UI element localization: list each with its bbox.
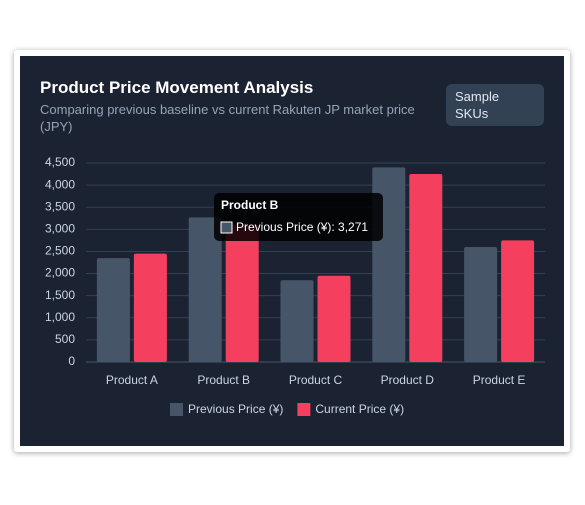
y-tick-label: 3,500 <box>45 199 75 213</box>
tooltip-box <box>214 193 383 241</box>
chart-title: Product Price Movement Analysis <box>40 78 314 97</box>
bar <box>280 280 314 362</box>
tooltip-text: Previous Price (¥): 3,271 <box>236 220 368 234</box>
y-tick-label: 2,500 <box>45 244 75 258</box>
legend-label: Current Price (¥) <box>315 402 404 416</box>
badge: Sample SKUs <box>446 84 544 126</box>
legend-swatch <box>297 403 311 416</box>
chart-subtitle: Comparing previous baseline vs current R… <box>40 102 415 134</box>
tooltip: Product B Previous Price (¥): 3,271 <box>214 193 383 241</box>
y-tick-label: 1,000 <box>45 310 75 324</box>
bar <box>501 240 535 362</box>
bar <box>317 275 351 362</box>
tooltip-title: Product B <box>221 198 279 212</box>
y-tick-label: 0 <box>68 354 75 368</box>
legend-label: Previous Price (¥) <box>188 402 283 416</box>
legend-swatch <box>170 403 183 416</box>
bar <box>225 224 259 362</box>
bar <box>464 247 498 362</box>
y-tick-label: 1,500 <box>45 288 75 302</box>
bar <box>188 217 222 362</box>
y-tick-label: 500 <box>55 332 75 346</box>
y-tick-label: 2,000 <box>45 266 75 280</box>
bar <box>96 258 130 362</box>
y-tick-label: 4,000 <box>45 177 75 191</box>
x-tick-label: Product E <box>473 373 526 387</box>
y-tick-label: 3,000 <box>45 222 75 236</box>
bar <box>133 253 167 362</box>
tooltip-swatch <box>220 221 233 234</box>
x-tick-label: Product D <box>381 373 435 387</box>
x-tick-label: Product B <box>197 373 250 387</box>
x-tick-label: Product A <box>106 373 158 387</box>
x-tick-label: Product C <box>289 373 343 387</box>
bar <box>409 174 443 362</box>
y-tick-label: 4,500 <box>45 155 75 169</box>
